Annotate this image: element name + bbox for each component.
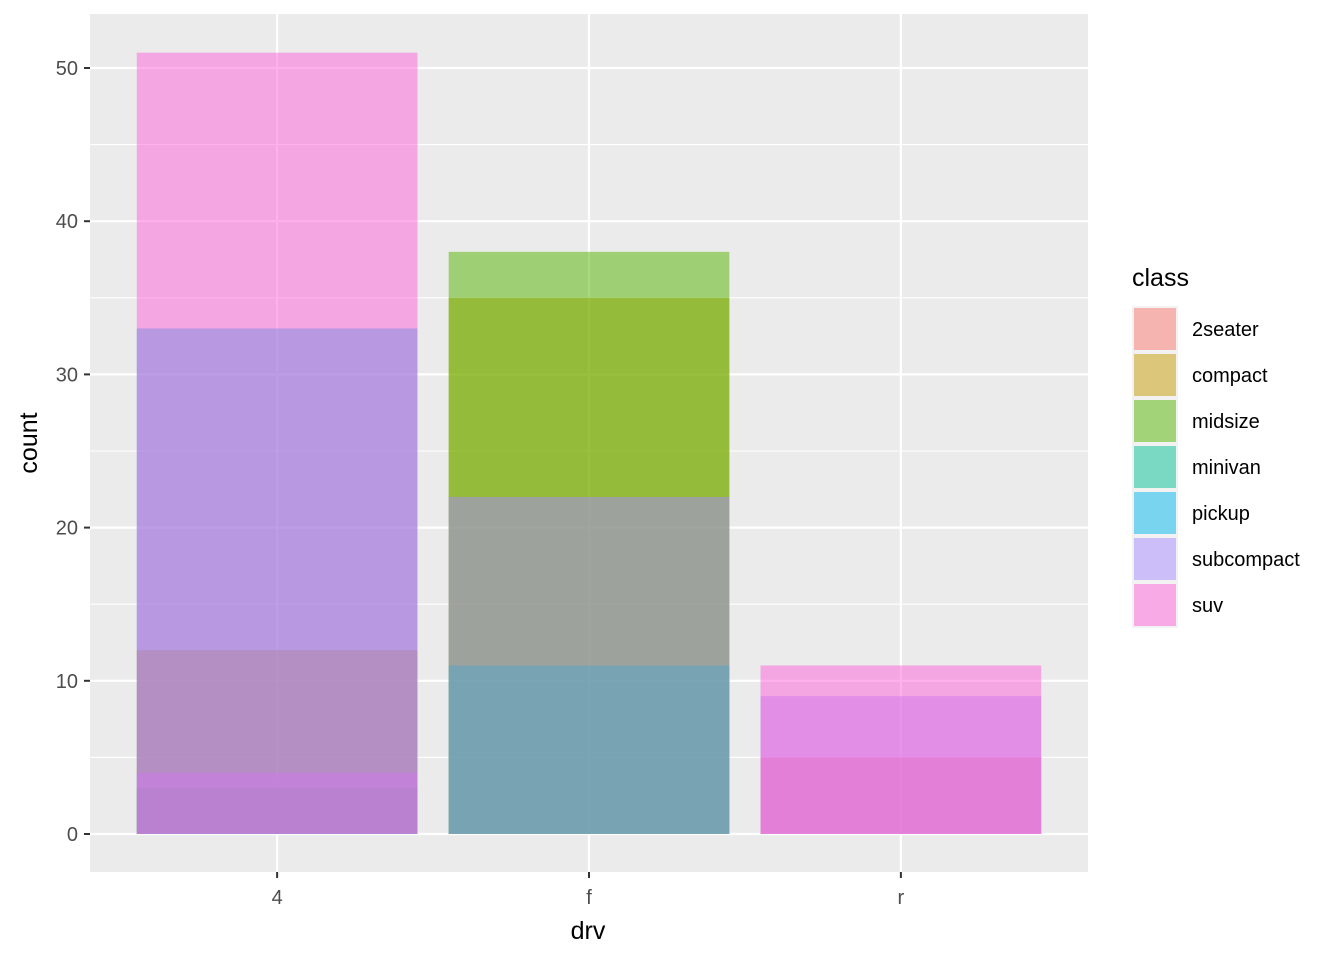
y-tick-label: 40: [56, 211, 78, 233]
y-tick-label: 20: [56, 518, 78, 540]
legend-item-minivan: minivan: [1132, 444, 1261, 490]
legend: class 2seater compact midsize minivan pickup…: [1132, 264, 1300, 628]
y-axis: 0 10 20 30 40 50: [56, 58, 90, 846]
legend-item-suv: suv: [1132, 582, 1223, 628]
legend-label: midsize: [1192, 411, 1260, 433]
x-axis-title: drv: [571, 917, 606, 945]
bar-subcompact-f: [448, 496, 730, 834]
y-tick-label: 50: [56, 58, 78, 80]
legend-key-swatch: [1134, 400, 1176, 442]
legend-title: class: [1132, 264, 1189, 292]
legend-label: compact: [1192, 365, 1268, 387]
y-tick-label: 30: [56, 364, 78, 386]
legend-key-swatch: [1134, 584, 1176, 626]
legend-item-subcompact: subcompact: [1132, 536, 1300, 582]
legend-key-swatch: [1134, 308, 1176, 350]
legend-key-swatch: [1134, 492, 1176, 534]
bar-suv-4: [136, 52, 418, 835]
y-axis-title: count: [15, 412, 43, 473]
legend-label: pickup: [1192, 503, 1250, 525]
legend-label: 2seater: [1192, 319, 1259, 341]
legend-item-2seater: 2seater: [1132, 306, 1259, 352]
y-tick-label: 10: [56, 671, 78, 693]
x-tick-label: 4: [272, 887, 283, 909]
legend-item-pickup: pickup: [1132, 490, 1250, 536]
legend-key-swatch: [1134, 354, 1176, 396]
legend-key-swatch: [1134, 446, 1176, 488]
legend-key-swatch: [1134, 538, 1176, 580]
y-tick-label: 0: [67, 824, 78, 846]
legend-label: minivan: [1192, 457, 1261, 479]
legend-item-midsize: midsize: [1132, 398, 1260, 444]
legend-item-compact: compact: [1132, 352, 1268, 398]
legend-keys: 2seater compact midsize minivan pickup subcom…: [1132, 306, 1300, 628]
bars: [136, 52, 1042, 835]
x-tick-label: r: [898, 887, 905, 909]
legend-label: subcompact: [1192, 549, 1300, 571]
legend-label: suv: [1192, 595, 1223, 617]
x-tick-label: f: [586, 887, 592, 909]
bar-suv-r: [760, 665, 1042, 834]
x-axis: 4 f r: [272, 872, 905, 909]
